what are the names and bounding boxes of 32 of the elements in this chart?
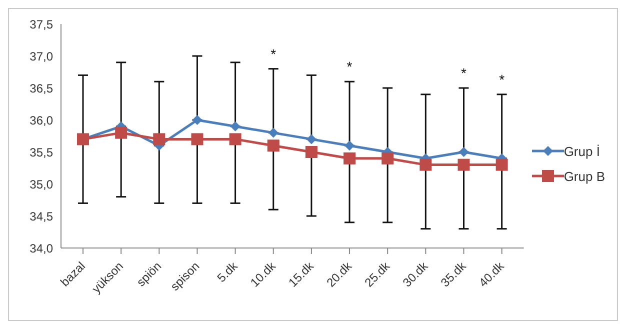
annotation: * <box>461 65 468 81</box>
point <box>382 152 394 164</box>
y-tick-label: 34,5 <box>30 209 54 224</box>
annotation: * <box>270 46 277 62</box>
point <box>191 133 204 146</box>
point <box>305 146 318 158</box>
annotation: * <box>499 71 506 88</box>
point <box>306 134 316 144</box>
point <box>496 158 508 171</box>
y-tick-label: 37,5 <box>30 17 54 32</box>
point <box>115 126 128 139</box>
point <box>229 133 242 146</box>
point <box>344 152 356 164</box>
y-tick-label: 35,0 <box>30 177 54 192</box>
point <box>268 128 278 138</box>
point <box>344 140 355 151</box>
point <box>458 158 470 171</box>
point <box>267 140 280 152</box>
y-tick-label: 35,5 <box>30 145 54 160</box>
y-tick-label: 36,0 <box>30 113 54 128</box>
point <box>420 158 432 171</box>
point <box>153 133 166 146</box>
y-tick-label: 36,5 <box>30 81 54 96</box>
legend-label: Grup B <box>564 168 605 184</box>
x-tick-label: 5.dk <box>214 258 241 285</box>
point <box>192 115 202 125</box>
point <box>458 147 469 157</box>
y-tick-label: 34,0 <box>30 241 54 256</box>
legend-label: Grup İ <box>564 144 600 158</box>
annotation: * <box>346 58 353 75</box>
point <box>230 121 240 132</box>
y-tick-label: 37,0 <box>30 49 54 64</box>
